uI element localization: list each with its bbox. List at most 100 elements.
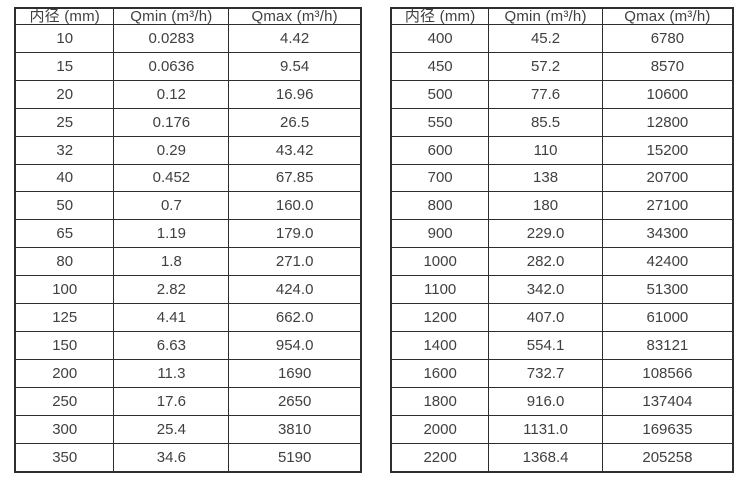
table-cell: 34.6 xyxy=(113,442,230,473)
table-cell: 554.1 xyxy=(488,330,603,360)
table-cell: 0.176 xyxy=(113,107,230,137)
table-cell: 800 xyxy=(390,191,490,221)
table-cell: 732.7 xyxy=(488,358,603,388)
table-cell: 10600 xyxy=(601,79,734,109)
column-header: Qmax (m³/h) xyxy=(228,7,362,25)
table-row: 80 1.8 271.0 xyxy=(14,247,362,277)
table-cell: 61000 xyxy=(601,303,734,332)
table-cell: 40 xyxy=(14,163,115,193)
table-cell: 1800 xyxy=(390,386,490,416)
table-cell: 0.7 xyxy=(113,191,230,221)
table-cell: 110 xyxy=(488,135,603,165)
table-row: 1000 282.0 42400 xyxy=(390,247,734,277)
table-row: 1400 554.1 83121 xyxy=(390,330,734,360)
table-row: 150 6.63 954.0 xyxy=(14,330,362,360)
table-cell: 83121 xyxy=(601,330,734,360)
table-cell: 4.41 xyxy=(113,303,230,332)
table-row: 450 57.2 8570 xyxy=(390,51,734,81)
table-cell: 138 xyxy=(488,163,603,193)
table-row: 2200 1368.4 205258 xyxy=(390,442,734,473)
table-cell: 65 xyxy=(14,219,115,249)
table-cell: 600 xyxy=(390,135,490,165)
table-cell: 169635 xyxy=(601,414,734,444)
table-row: 50 0.7 160.0 xyxy=(14,191,362,221)
table-cell: 179.0 xyxy=(228,219,362,249)
table-cell: 11.3 xyxy=(113,358,230,388)
table-cell: 57.2 xyxy=(488,51,603,81)
table-cell: 3810 xyxy=(228,414,362,444)
table-cell: 1000 xyxy=(390,247,490,277)
table-cell: 424.0 xyxy=(228,275,362,305)
table-cell: 150 xyxy=(14,330,115,360)
table-row: 15 0.0636 9.54 xyxy=(14,51,362,81)
table-cell: 9.54 xyxy=(228,51,362,81)
table-cell: 229.0 xyxy=(488,219,603,249)
table-row: 100 2.82 424.0 xyxy=(14,275,362,305)
table-cell: 42400 xyxy=(601,247,734,277)
table-cell: 662.0 xyxy=(228,303,362,332)
table-cell: 67.85 xyxy=(228,163,362,193)
table-cell: 1600 xyxy=(390,358,490,388)
table-row: 300 25.4 3810 xyxy=(14,414,362,444)
table-cell: 2.82 xyxy=(113,275,230,305)
table-row: 400 45.2 6780 xyxy=(390,24,734,53)
table-cell: 342.0 xyxy=(488,275,603,305)
table-cell: 45.2 xyxy=(488,24,603,53)
table-cell: 407.0 xyxy=(488,303,603,332)
table-row: 550 85.5 12800 xyxy=(390,107,734,137)
table-cell: 1.8 xyxy=(113,247,230,277)
table-cell: 0.29 xyxy=(113,135,230,165)
table-cell: 25 xyxy=(14,107,115,137)
header-row: 内径 (mm) Qmin (m³/h) Qmax (m³/h) xyxy=(390,7,734,25)
table-cell: 100 xyxy=(14,275,115,305)
column-header: 内径 (mm) xyxy=(390,7,490,25)
table-cell: 500 xyxy=(390,79,490,109)
table-cell: 400 xyxy=(390,24,490,53)
table-cell: 26.5 xyxy=(228,107,362,137)
table-cell: 20700 xyxy=(601,163,734,193)
table-cell: 1368.4 xyxy=(488,442,603,473)
table-cell: 282.0 xyxy=(488,247,603,277)
table-cell: 34300 xyxy=(601,219,734,249)
table-cell: 2200 xyxy=(390,442,490,473)
table-cell: 12800 xyxy=(601,107,734,137)
table-cell: 0.0283 xyxy=(113,24,230,53)
table-cell: 15200 xyxy=(601,135,734,165)
table-cell: 1200 xyxy=(390,303,490,332)
table-row: 800 180 27100 xyxy=(390,191,734,221)
table-row: 200 11.3 1690 xyxy=(14,358,362,388)
table-cell: 1.19 xyxy=(113,219,230,249)
header-row: 内径 (mm) Qmin (m³/h) Qmax (m³/h) xyxy=(14,7,362,25)
table-cell: 50 xyxy=(14,191,115,221)
table-row: 32 0.29 43.42 xyxy=(14,135,362,165)
flow-spec-table-small-diameters: 内径 (mm) Qmin (m³/h) Qmax (m³/h) 10 0.0283 4.4… xyxy=(14,7,362,473)
table-cell: 10 xyxy=(14,24,115,53)
table-cell: 160.0 xyxy=(228,191,362,221)
table-cell: 6.63 xyxy=(113,330,230,360)
table-row: 1600 732.7 108566 xyxy=(390,358,734,388)
table-row: 2000 1131.0 169635 xyxy=(390,414,734,444)
table-cell: 0.452 xyxy=(113,163,230,193)
column-header: 内径 (mm) xyxy=(14,7,115,25)
table-cell: 77.6 xyxy=(488,79,603,109)
table-cell: 271.0 xyxy=(228,247,362,277)
table-row: 350 34.6 5190 xyxy=(14,442,362,473)
column-header: Qmin (m³/h) xyxy=(113,7,230,25)
table-cell: 43.42 xyxy=(228,135,362,165)
table-cell: 1100 xyxy=(390,275,490,305)
table-cell: 32 xyxy=(14,135,115,165)
table-cell: 200 xyxy=(14,358,115,388)
flow-spec-table-large-diameters: 内径 (mm) Qmin (m³/h) Qmax (m³/h) 400 45.2 6780… xyxy=(390,7,734,473)
table-cell: 0.0636 xyxy=(113,51,230,81)
table-row: 40 0.452 67.85 xyxy=(14,163,362,193)
table-cell: 954.0 xyxy=(228,330,362,360)
table-cell: 125 xyxy=(14,303,115,332)
table-cell: 15 xyxy=(14,51,115,81)
table-cell: 20 xyxy=(14,79,115,109)
table-row: 700 138 20700 xyxy=(390,163,734,193)
table-cell: 350 xyxy=(14,442,115,473)
table-cell: 108566 xyxy=(601,358,734,388)
table-cell: 450 xyxy=(390,51,490,81)
column-header: Qmax (m³/h) xyxy=(601,7,734,25)
table-cell: 16.96 xyxy=(228,79,362,109)
